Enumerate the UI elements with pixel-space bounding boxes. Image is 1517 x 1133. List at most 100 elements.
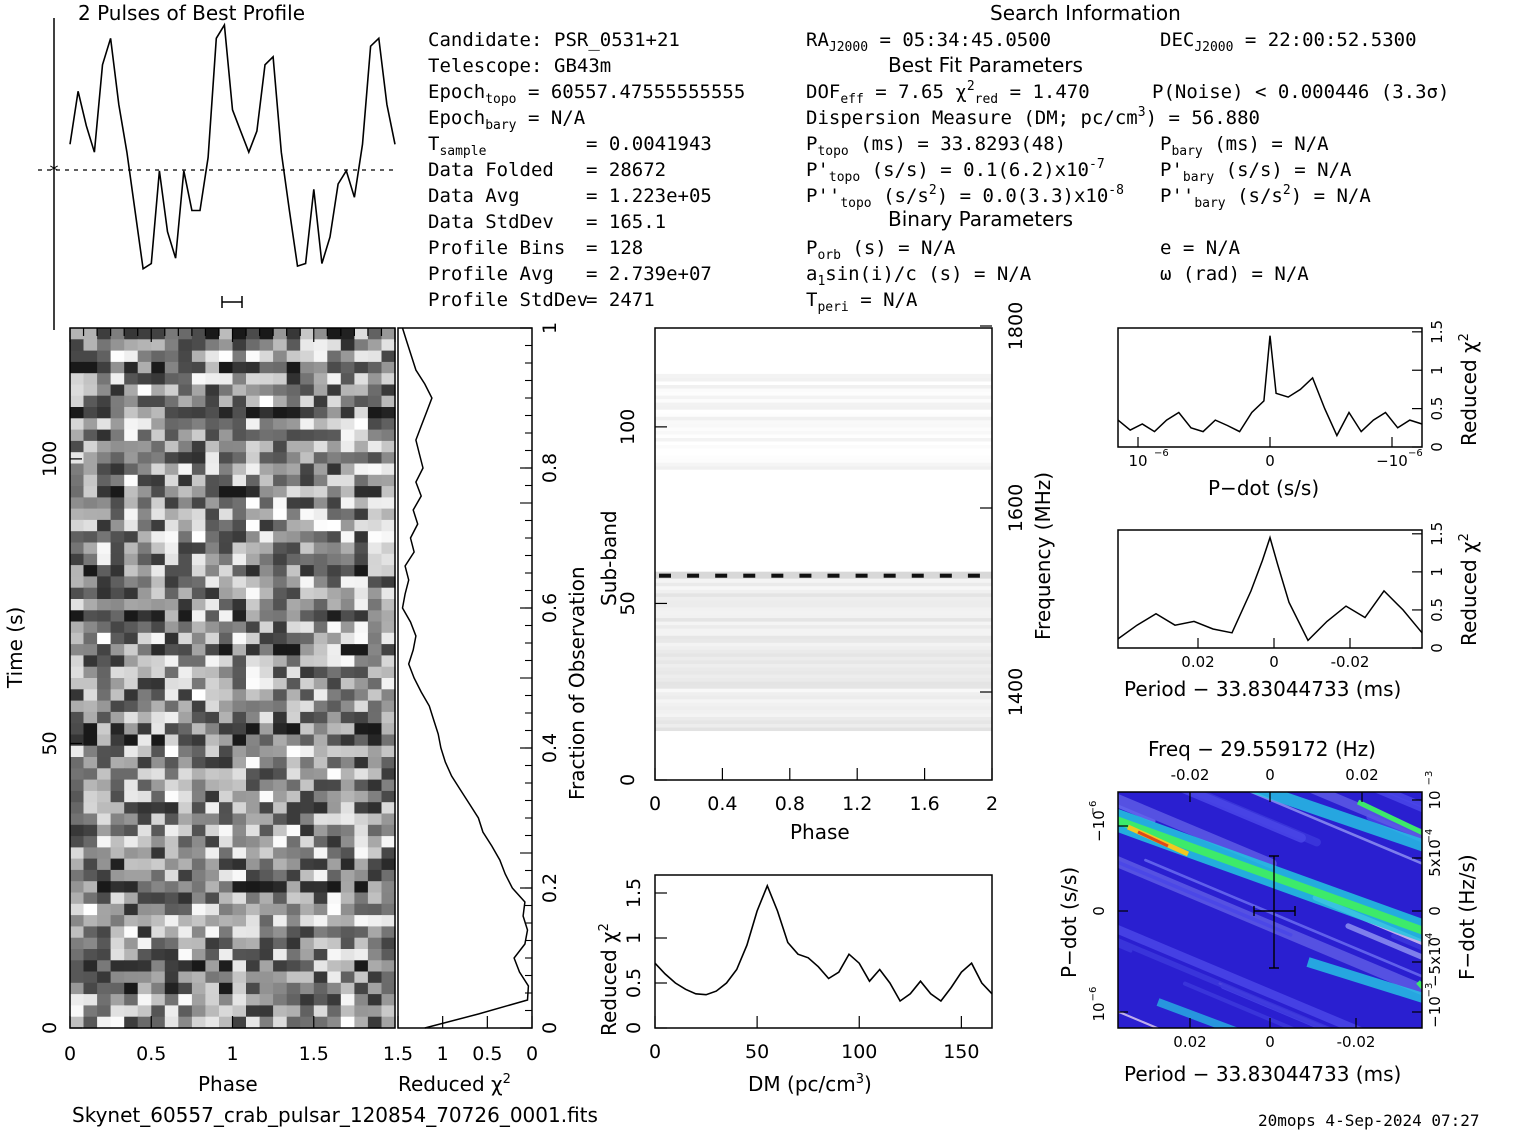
time-phase-cell <box>205 768 220 781</box>
pp-right-tick-label: −5x10 <box>1426 937 1444 987</box>
time-phase-cell <box>273 971 288 984</box>
time-phase-cell <box>259 779 274 792</box>
time-phase-cell <box>340 982 355 995</box>
time-phase-cell <box>205 452 220 465</box>
time-phase-cell <box>259 960 274 973</box>
time-phase-cell <box>273 711 288 724</box>
time-phase-cell <box>124 440 139 453</box>
time-phase-cell <box>340 429 355 442</box>
time-phase-cell <box>300 892 315 905</box>
time-phase-cell <box>340 587 355 600</box>
time-phase-cell <box>273 361 288 374</box>
time-phase-cell <box>178 915 193 927</box>
time-phase-cell <box>313 937 328 950</box>
time-phase-cell <box>219 429 234 442</box>
ra-sub: J2000 <box>828 40 869 55</box>
time-phase-cell <box>164 982 179 995</box>
time-phase-cell <box>313 587 328 600</box>
pp-streak <box>1403 701 1517 754</box>
time-phase-cell <box>219 723 234 736</box>
time-phase-cell <box>273 519 288 532</box>
time-phase-cell <box>164 644 179 656</box>
time-phase-cell <box>246 632 261 645</box>
time-phase-cell <box>354 802 369 815</box>
time-phase-cell <box>340 553 355 566</box>
time-phase-cell <box>340 971 355 984</box>
time-phase-cell <box>232 497 247 510</box>
time-phase-cell <box>97 926 112 939</box>
time-phase-cell <box>219 711 234 724</box>
time-phase-cell <box>354 339 369 352</box>
time-phase-cell <box>313 1016 328 1029</box>
time-phase-cell <box>246 587 261 600</box>
time-phase-cell <box>137 768 152 781</box>
time-phase-cell <box>191 790 206 803</box>
time-phase-cell <box>151 576 166 589</box>
time-phase-cell <box>313 599 328 611</box>
time-phase-cell <box>367 768 382 781</box>
time-phase-cell <box>246 689 261 702</box>
time-phase-cell <box>259 926 274 939</box>
time-phase-cell <box>273 531 288 544</box>
time-phase-cell <box>151 361 166 374</box>
time-phase-cell <box>205 881 220 894</box>
time-phase-cell <box>354 361 369 374</box>
time-phase-cell <box>300 994 315 1006</box>
time-phase-cell <box>300 1005 315 1018</box>
time-phase-cell <box>367 689 382 702</box>
time-phase-cell <box>164 926 179 939</box>
time-phase-cell <box>327 678 342 690</box>
time-phase-cell <box>246 790 261 803</box>
pddtopo: P''topo (s/s2) = 0.0(3.3)x10-8 <box>806 183 1124 211</box>
time-phase-cell <box>124 621 139 634</box>
time-phase-cell <box>354 960 369 973</box>
time-phase-cell <box>327 553 342 566</box>
time-phase-cell <box>381 745 396 758</box>
time-phase-cell <box>191 723 206 736</box>
time-phase-cell <box>97 384 112 397</box>
time-phase-cell <box>205 655 220 668</box>
time-phase-cell <box>313 497 328 510</box>
time-phase-cell <box>340 689 355 702</box>
time-phase-cell <box>259 824 274 837</box>
time-phase-cell <box>354 757 369 769</box>
time-phase-cell <box>191 576 206 589</box>
dof-sub: eff <box>840 92 864 107</box>
time-phase-cell <box>354 452 369 465</box>
time-phase-cell <box>286 373 301 386</box>
time-phase-cell <box>191 1016 206 1029</box>
time-phase-cell <box>259 915 274 927</box>
time-phase-cell <box>327 644 342 656</box>
binary-title: Binary Parameters <box>888 207 1074 231</box>
subband-row <box>655 603 992 608</box>
time-phase-cell <box>327 497 342 510</box>
pp-right-tick-exp: −4 <box>1424 933 1435 948</box>
time-phase-cell <box>367 858 382 871</box>
time-phase-cell <box>232 734 247 747</box>
data-folded-value: = 28672 <box>586 159 667 181</box>
time-phase-cell <box>286 678 301 690</box>
time-phase-cell <box>124 644 139 656</box>
pp-streak <box>1118 860 1293 937</box>
time-phase-cell <box>286 350 301 363</box>
chi2-time-ytick-label: 0.6 <box>539 593 561 623</box>
subband-row <box>655 681 992 686</box>
time-phase-cell <box>124 937 139 950</box>
time-phase-cell <box>219 1005 234 1018</box>
time-phase-cell <box>367 790 382 803</box>
pdot-xtick-exp: −6 <box>1408 448 1423 459</box>
time-phase-cell <box>273 655 288 668</box>
time-phase-cell <box>178 621 193 634</box>
time-phase-cell <box>110 1005 125 1018</box>
time-phase-cell <box>110 711 125 724</box>
time-phase-cell <box>164 339 179 352</box>
subband-row <box>655 419 992 424</box>
time-phase-cell <box>164 971 179 984</box>
a1-value: sin(i)/c (s) = N/A <box>825 263 1032 285</box>
time-phase-cell <box>232 836 247 848</box>
time-phase-cell <box>313 621 328 634</box>
time-phase-cell <box>354 1005 369 1018</box>
time-phase-cell <box>273 599 288 611</box>
subband-row <box>655 617 992 622</box>
time-phase-cell <box>178 418 193 431</box>
